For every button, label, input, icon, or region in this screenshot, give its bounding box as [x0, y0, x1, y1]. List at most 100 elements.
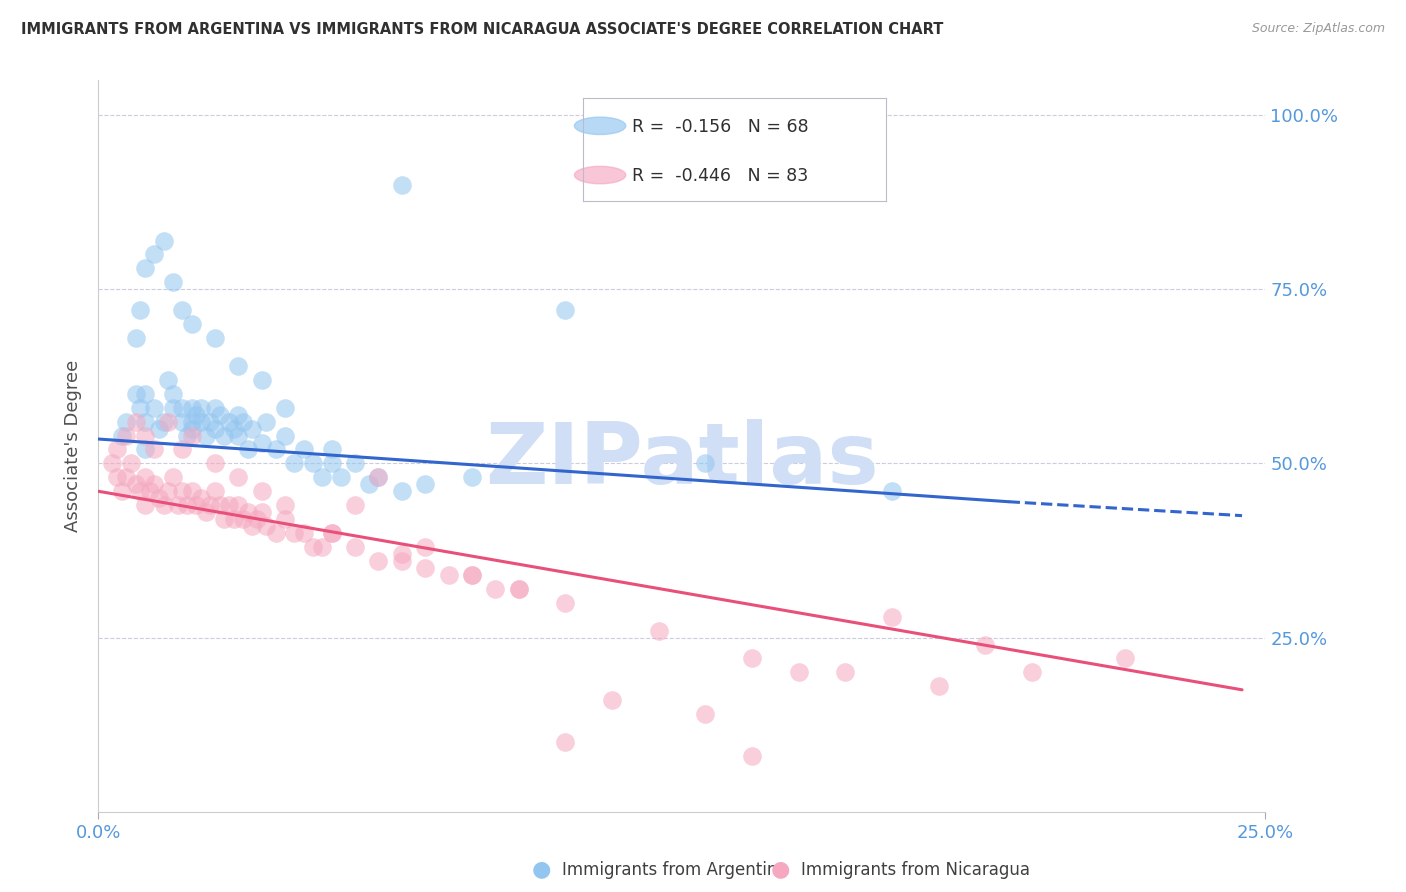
Point: [162, 470, 184, 484]
Point: [172, 401, 194, 415]
Point: [162, 275, 184, 289]
Point: [148, 421, 170, 435]
Point: [101, 457, 124, 471]
Point: [302, 457, 325, 471]
Point: [129, 303, 152, 318]
Point: [344, 540, 367, 554]
Point: [508, 582, 530, 596]
Point: [157, 415, 180, 429]
Point: [311, 470, 333, 484]
Point: [134, 442, 156, 457]
Point: [274, 428, 297, 442]
Point: [157, 373, 180, 387]
Point: [204, 331, 226, 345]
Point: [283, 526, 305, 541]
Point: [134, 415, 156, 429]
Point: [367, 470, 389, 484]
Point: [413, 561, 436, 575]
Point: [157, 484, 180, 499]
Point: [928, 679, 950, 693]
Point: [246, 512, 269, 526]
Point: [152, 498, 174, 512]
Point: [214, 428, 236, 442]
Point: [115, 470, 138, 484]
Point: [880, 484, 903, 499]
Point: [143, 477, 166, 491]
Point: [125, 477, 148, 491]
Point: [214, 512, 236, 526]
Point: [204, 457, 226, 471]
Point: [250, 505, 273, 519]
Point: [242, 421, 264, 435]
Point: [125, 386, 148, 401]
Point: [162, 401, 184, 415]
Text: R =  -0.156   N = 68: R = -0.156 N = 68: [631, 118, 808, 136]
Point: [256, 415, 278, 429]
Point: [172, 484, 194, 499]
Point: [200, 415, 222, 429]
Point: [134, 386, 156, 401]
Point: [105, 470, 128, 484]
Point: [321, 442, 343, 457]
Point: [1114, 651, 1136, 665]
Point: [134, 261, 156, 276]
Point: [236, 442, 259, 457]
Point: [228, 428, 250, 442]
Point: [218, 498, 240, 512]
Point: [186, 408, 208, 422]
Point: [236, 505, 259, 519]
Point: [194, 428, 217, 442]
Point: [232, 415, 254, 429]
Point: [222, 512, 245, 526]
Text: ●: ●: [531, 860, 551, 880]
Point: [367, 554, 389, 568]
Point: [172, 303, 194, 318]
Point: [461, 567, 484, 582]
Point: [695, 457, 717, 471]
Point: [125, 415, 148, 429]
Point: [974, 638, 997, 652]
Point: [437, 567, 460, 582]
Point: [367, 470, 389, 484]
Point: [321, 457, 343, 471]
Point: [208, 498, 231, 512]
Point: [554, 303, 576, 318]
Point: [391, 554, 413, 568]
Point: [115, 415, 138, 429]
Point: [302, 540, 325, 554]
Text: Immigrants from Nicaragua: Immigrants from Nicaragua: [801, 861, 1031, 879]
Point: [695, 707, 717, 722]
Point: [120, 457, 142, 471]
Point: [143, 401, 166, 415]
Point: [274, 512, 297, 526]
Point: [190, 491, 212, 506]
Point: [880, 609, 903, 624]
Point: [204, 421, 226, 435]
Point: [148, 491, 170, 506]
Point: [129, 484, 152, 499]
Point: [283, 457, 305, 471]
Point: [125, 331, 148, 345]
Point: [105, 442, 128, 457]
Point: [413, 540, 436, 554]
Point: [264, 442, 287, 457]
Point: [344, 498, 367, 512]
Point: [256, 519, 278, 533]
Point: [180, 421, 202, 435]
Point: [228, 470, 250, 484]
Point: [204, 401, 226, 415]
Point: [232, 512, 254, 526]
Point: [200, 498, 222, 512]
Point: [330, 470, 353, 484]
Point: [186, 498, 208, 512]
Point: [834, 665, 856, 680]
Point: [129, 401, 152, 415]
Point: [554, 735, 576, 749]
Point: [391, 484, 413, 499]
Point: [228, 408, 250, 422]
Point: [250, 484, 273, 499]
Point: [741, 651, 763, 665]
Point: [208, 408, 231, 422]
Point: [292, 442, 315, 457]
Point: [391, 547, 413, 561]
